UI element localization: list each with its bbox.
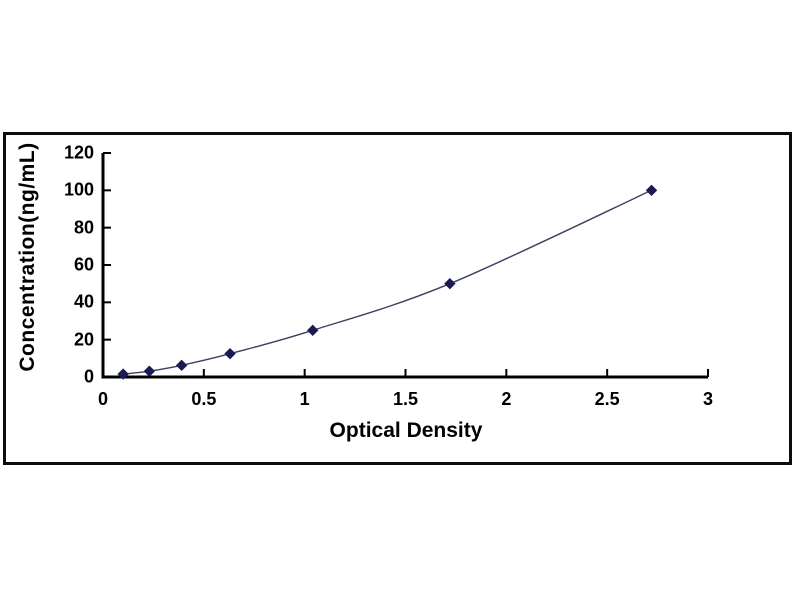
chart-frame — [3, 132, 792, 465]
x-tick-label: 0.5 — [191, 389, 217, 409]
y-tick-label: 60 — [73, 254, 94, 275]
axes — [101, 153, 708, 379]
data-point-marker — [307, 324, 319, 337]
y-tick-label: 0 — [83, 366, 94, 387]
x-tick-label: 3 — [702, 389, 714, 409]
x-tick-label: 1 — [299, 389, 310, 409]
x-tick-label: 1.5 — [392, 389, 419, 409]
data-point-marker — [143, 365, 156, 377]
x-axis-title: Optical Density — [329, 419, 483, 442]
x-tick-label: 2 — [501, 389, 512, 409]
data-point-marker — [444, 277, 456, 290]
x-tick-label: 2.5 — [594, 389, 620, 409]
data-point-marker — [175, 359, 188, 372]
data-point-marker — [645, 184, 658, 197]
y-tick-label: 120 — [63, 142, 94, 163]
x-tick-label: 0 — [97, 389, 109, 409]
y-tick-label: 100 — [63, 179, 94, 200]
y-tick-label: 80 — [73, 217, 94, 238]
y-tick-label: 20 — [73, 329, 94, 350]
y-tick-label: 40 — [73, 291, 94, 312]
y-axis-title: Concentration(ng/mL) — [16, 142, 39, 372]
standard-curve-line — [123, 189, 652, 375]
data-point-marker — [117, 368, 129, 380]
data-point-marker — [224, 347, 236, 360]
